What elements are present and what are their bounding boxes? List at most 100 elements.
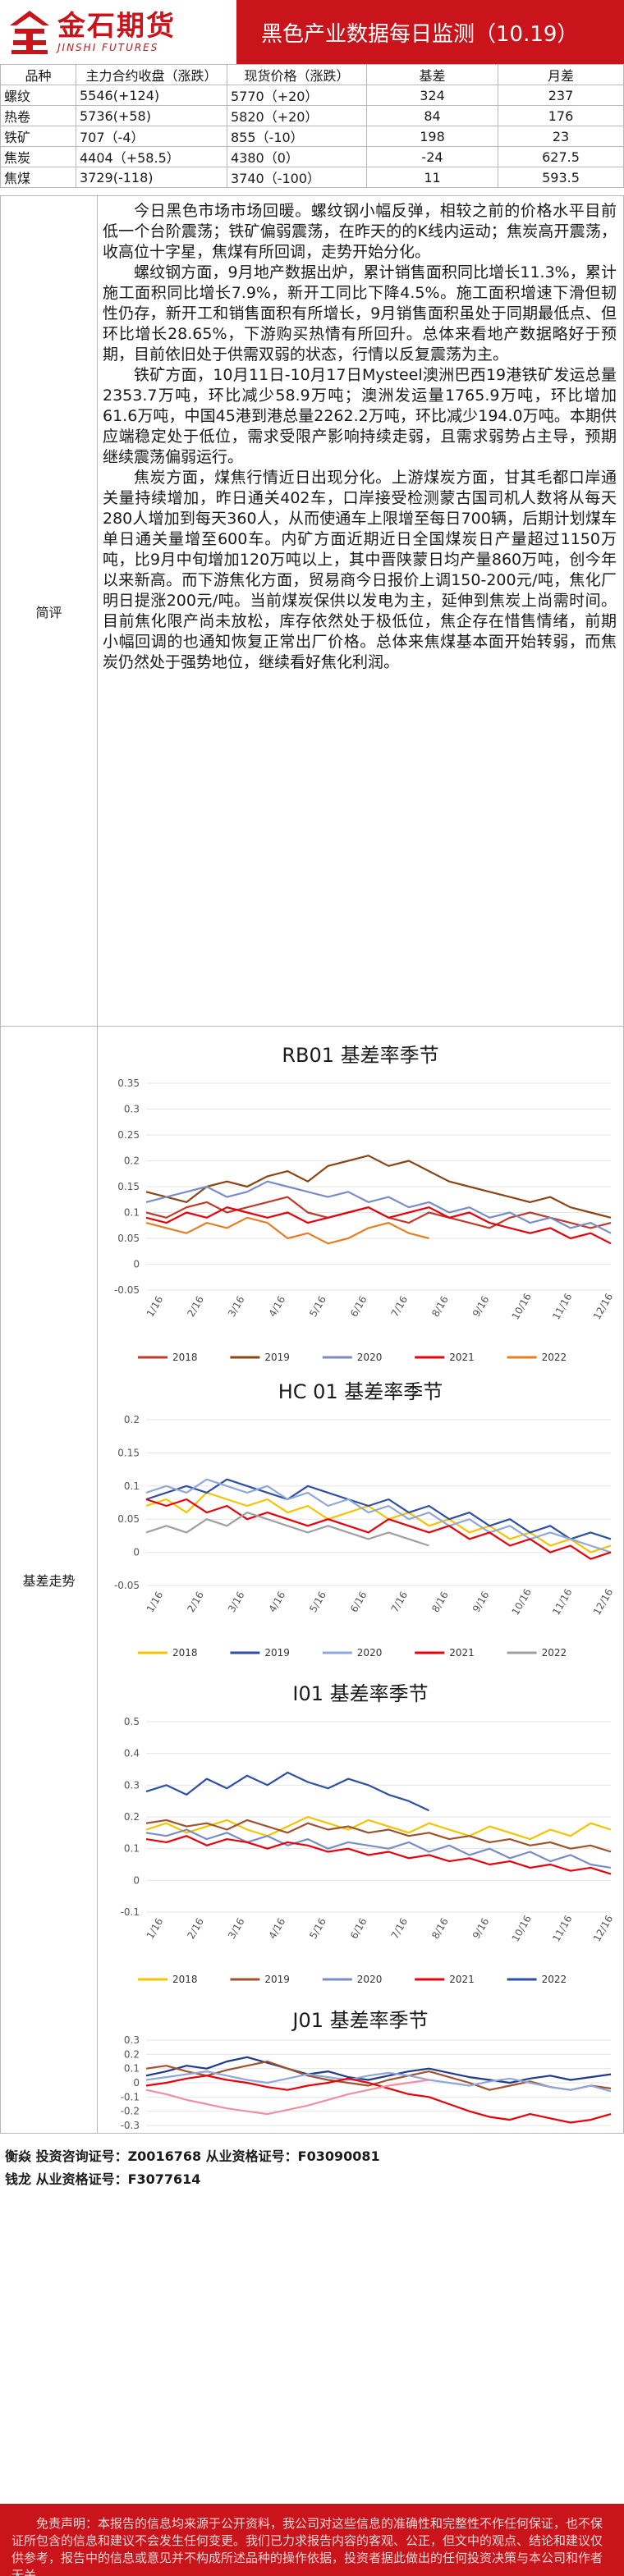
legend-label: 2019 — [264, 1647, 290, 1659]
x-tick-label: 2/16 — [185, 1590, 206, 1614]
comment-section: 简评 今日黑色市场市场回暖。螺纹钢小幅反弹，相较之前的价格水平目前低一个台阶震荡… — [0, 195, 624, 1027]
legend-item: 2019 — [230, 1352, 290, 1363]
y-tick-label: 0.2 — [124, 1155, 140, 1167]
legend-item: 2021 — [415, 1974, 475, 1985]
y-tick-label: 0.3 — [124, 1779, 140, 1791]
y-tick-label: 0.2 — [124, 1414, 140, 1425]
table-cell-name: 热卷 — [0, 105, 76, 126]
series-line-2019 — [145, 1819, 612, 1853]
comment-body: 今日黑色市场市场回暖。螺纹钢小幅反弹，相较之前的价格水平目前低一个台阶震荡；铁矿… — [103, 201, 617, 673]
series-line-2019 — [145, 2060, 612, 2091]
x-tick-label: 2/16 — [185, 1294, 206, 1319]
table-cell-name: 焦煤 — [0, 167, 76, 188]
table-cell-spot: 5770（+20） — [227, 85, 367, 106]
legend-label: 2021 — [449, 1974, 475, 1985]
series-line-2021 — [145, 1835, 612, 1875]
comment-paragraph: 铁矿方面，10月11日-10月17日Mysteel澳洲巴西19港铁矿发运总量23… — [103, 366, 617, 466]
legend-label: 2018 — [172, 1647, 198, 1659]
series-line-2021 — [145, 1206, 612, 1245]
analyst-line: 衡焱 投资咨询证号：Z0016768 从业资格证号：F03090081 — [5, 2148, 380, 2164]
x-tick-label: 7/16 — [389, 1916, 411, 1941]
y-tick-label: 0.2 — [124, 1811, 140, 1823]
x-tick-label: 6/16 — [348, 1916, 369, 1941]
legend-label: 2020 — [357, 1647, 383, 1659]
x-tick-label: 10/16 — [510, 1292, 534, 1322]
table-cell-spread: 237 — [498, 85, 624, 106]
x-tick-label: 1/16 — [145, 1590, 166, 1614]
j01-basis-chart: J01 基差率季节 0.3 0.2 0.1 0 -0.1 -0.2 -0.3 — [121, 2009, 612, 2131]
x-tick-label: 3/16 — [226, 1590, 247, 1614]
column-header: 月差 — [498, 64, 624, 85]
company-logo: 金石期货 JINSHI FUTURES — [0, 0, 236, 64]
analyst-info: 衡焱 投资咨询证号：Z0016768 从业资格证号：F03090081 钱龙 从… — [5, 2145, 380, 2191]
basis-label: 基差走势 — [1, 1027, 98, 2133]
x-tick-label: 4/16 — [267, 1916, 288, 1941]
series-line-2019 — [145, 1478, 612, 1540]
chart-i01: I01 基差率季节 0.5 0.4 0.3 0.2 0.1 0 -0.1 1/16 2/16 3/1… — [97, 1666, 624, 1994]
y-tick-label: 0.3 — [124, 2034, 140, 2046]
x-tick-label: 6/16 — [348, 1590, 369, 1614]
table-cell-close: 4404（+58.5） — [76, 146, 227, 167]
legend-item: 2022 — [507, 1352, 567, 1363]
y-tick-label: -0.05 — [114, 1580, 140, 1591]
x-tick-label: 9/16 — [470, 1916, 492, 1941]
table-cell-close: 5546(+124) — [76, 85, 227, 106]
table-cell-close: 3729(-118) — [76, 167, 227, 188]
chart-title: J01 基差率季节 — [291, 2009, 428, 2032]
legend-item: 2022 — [507, 1974, 567, 1985]
table-cell-name: 铁矿 — [0, 126, 76, 147]
logo-english-text: JINSHI FUTURES — [57, 42, 159, 53]
x-tick-label: 8/16 — [429, 1294, 451, 1319]
y-tick-label: 0.2 — [124, 2048, 140, 2060]
legend-label: 2021 — [449, 1352, 475, 1363]
table-row: 螺纹 5546(+124) 5770（+20） 324 237 — [0, 85, 624, 106]
disclaimer: 免责声明：本报告的信息均来源于公开资料，我公司对这些信息的准确性和完整性不作任何… — [0, 2504, 624, 2576]
series-line-2022 — [145, 1771, 429, 1812]
table-cell-basis: 84 — [366, 105, 498, 126]
y-tick-label: 0.4 — [124, 1748, 140, 1759]
x-tick-label: 5/16 — [307, 1916, 328, 1941]
legend-label: 2019 — [264, 1352, 290, 1363]
x-tick-label: 6/16 — [348, 1294, 369, 1319]
legend-label: 2020 — [357, 1974, 383, 1985]
x-tick-label: 1/16 — [145, 1916, 166, 1941]
y-tick-label: 0.1 — [124, 2063, 140, 2075]
legend-item: 2018 — [138, 1647, 198, 1659]
column-header: 现货价格（涨跌） — [227, 64, 367, 85]
table-cell-spot: 5820（+20） — [227, 105, 367, 126]
series-line-2022 — [145, 1512, 429, 1547]
y-tick-label: -0.1 — [121, 1906, 140, 1918]
legend-item: 2018 — [138, 1974, 198, 1985]
table-cell-basis: 11 — [366, 167, 498, 188]
y-tick-label: 0.5 — [124, 1716, 140, 1727]
x-tick-label: 12/16 — [591, 1587, 615, 1617]
x-tick-label: 9/16 — [470, 1294, 492, 1319]
x-tick-label: 1/16 — [145, 1294, 166, 1319]
legend-item: 2021 — [415, 1352, 475, 1363]
jinshi-logo-icon — [10, 11, 49, 54]
x-tick-label: 5/16 — [307, 1590, 328, 1614]
y-tick-label: -0.2 — [121, 2106, 140, 2117]
x-tick-label: 7/16 — [389, 1590, 411, 1614]
series-line-2021 — [145, 2075, 612, 2124]
y-tick-label: 0 — [133, 2077, 140, 2089]
legend-item: 2021 — [415, 1647, 475, 1659]
series-line-2020 — [145, 1180, 612, 1234]
legend-item: 2020 — [322, 1974, 383, 1985]
y-tick-label: 0.05 — [117, 1513, 140, 1525]
table-cell-close: 5736(+58) — [76, 105, 227, 126]
table-row: 焦炭 4404（+58.5） 4380（0） -24 627.5 — [0, 146, 624, 167]
table-cell-name: 焦炭 — [0, 146, 76, 167]
y-tick-label: -0.1 — [121, 2091, 140, 2102]
y-tick-label: 0.15 — [117, 1447, 140, 1458]
hc01-basis-chart: HC 01 基差率季节 0.2 0.15 0.1 0.05 0 -0.05 1/16 2/16 3… — [114, 1380, 615, 1659]
x-tick-label: 11/16 — [550, 1914, 574, 1944]
legend-item: 2019 — [230, 1974, 290, 1985]
price-summary-table: 品种 主力合约收盘（涨跌） 现货价格（涨跌） 基差 月差 螺纹 5546(+124… — [0, 64, 624, 188]
legend-item: 2020 — [322, 1647, 383, 1659]
y-tick-label: 0 — [133, 1259, 140, 1270]
y-tick-label: 0.1 — [124, 1843, 140, 1855]
table-row: 铁矿 707（-4） 855（-10） 198 23 — [0, 126, 624, 147]
y-tick-label: 0.1 — [124, 1207, 140, 1219]
